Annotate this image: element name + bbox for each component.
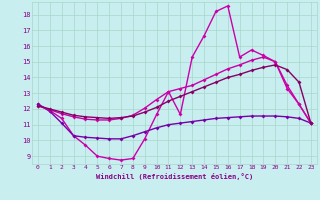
X-axis label: Windchill (Refroidissement éolien,°C): Windchill (Refroidissement éolien,°C): [96, 173, 253, 180]
